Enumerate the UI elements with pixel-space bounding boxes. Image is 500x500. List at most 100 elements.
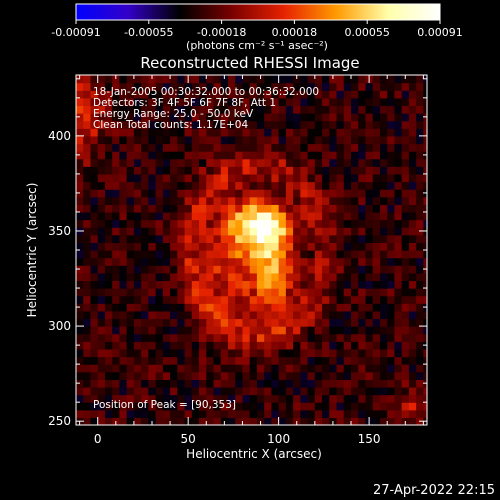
heatmap-cell <box>322 250 330 259</box>
heatmap-cell <box>379 189 388 198</box>
heatmap-cell <box>401 288 410 297</box>
heatmap-cell <box>401 105 410 114</box>
heatmap-cell <box>170 386 178 396</box>
heatmap-cell <box>97 386 106 396</box>
heatmap-cell <box>177 341 186 350</box>
heatmap-cell <box>322 219 330 228</box>
heatmap-cell <box>170 348 178 358</box>
heatmap-cell <box>314 265 323 274</box>
heatmap-cell <box>379 303 388 312</box>
heatmap-cell <box>394 371 403 380</box>
heatmap-cell <box>206 158 215 167</box>
heatmap-cell <box>256 158 265 167</box>
heatmap-cell <box>104 113 113 122</box>
heatmap-cell <box>372 211 381 221</box>
heatmap-cell <box>90 402 99 411</box>
heatmap-cell <box>387 348 396 358</box>
heatmap-cell <box>264 135 273 145</box>
heatmap-cell <box>177 234 186 243</box>
heatmap-cell <box>379 97 388 107</box>
heatmap-cell <box>148 151 157 160</box>
heatmap-cell <box>329 234 338 243</box>
heatmap-cell <box>162 326 171 335</box>
heatmap-cell <box>112 204 121 213</box>
heatmap-cell <box>416 394 424 403</box>
heatmap-cell <box>97 227 106 236</box>
heatmap-cell <box>256 303 265 312</box>
heatmap-cell <box>148 143 157 152</box>
heatmap-cell <box>416 310 424 320</box>
heatmap-cell <box>365 113 374 122</box>
heatmap-cell <box>394 409 403 418</box>
heatmap-cell <box>184 135 193 145</box>
heatmap-cell <box>206 250 215 259</box>
heatmap-cell <box>155 181 164 190</box>
heatmap-cell <box>97 120 106 129</box>
heatmap-cell <box>278 105 287 114</box>
heatmap-cell <box>141 250 149 259</box>
heatmap-cell <box>90 333 99 342</box>
heatmap-cell <box>155 371 164 380</box>
heatmap-cell <box>148 295 157 304</box>
heatmap-cell <box>141 326 149 335</box>
heatmap-cell <box>423 402 427 411</box>
heatmap-cell <box>329 196 338 205</box>
heatmap-cell <box>293 341 301 350</box>
heatmap-cell <box>256 143 265 152</box>
heatmap-cell <box>379 90 388 99</box>
heatmap-cell <box>235 97 244 107</box>
heatmap-cell <box>329 189 338 198</box>
heatmap-cell <box>119 211 128 221</box>
heatmap-cell <box>314 120 323 129</box>
heatmap-cell <box>314 288 323 297</box>
heatmap-cell <box>300 386 309 396</box>
heatmap-cell <box>184 326 193 335</box>
heatmap-cell <box>119 288 128 297</box>
heatmap-cell <box>170 158 178 167</box>
heatmap-cell <box>235 333 244 342</box>
heatmap-cell <box>235 151 244 160</box>
heatmap-cell <box>90 135 99 145</box>
heatmap-cell <box>249 173 258 183</box>
heatmap-cell <box>141 364 149 373</box>
heatmap-cell <box>372 135 381 145</box>
heatmap-cell <box>358 173 367 183</box>
heatmap-cell <box>242 303 251 312</box>
heatmap-cell <box>191 417 200 425</box>
heatmap-cell <box>126 288 135 297</box>
heatmap-cell <box>235 417 244 425</box>
heatmap-cell <box>235 310 244 320</box>
heatmap-cell <box>220 75 229 84</box>
heatmap-cell <box>104 341 113 350</box>
heatmap-cell <box>416 173 424 183</box>
heatmap-cell <box>314 250 323 259</box>
heatmap-cell <box>242 75 251 84</box>
heatmap-cell <box>162 341 171 350</box>
heatmap-cell <box>213 151 222 160</box>
heatmap-cell <box>119 204 128 213</box>
heatmap-cell <box>119 196 128 205</box>
heatmap-cell <box>177 120 186 129</box>
heatmap-cell <box>235 386 244 396</box>
heatmap-cell <box>141 402 149 411</box>
heatmap-cell <box>155 394 164 403</box>
heatmap-cell <box>372 394 381 403</box>
heatmap-cell <box>148 82 157 91</box>
heatmap-cell <box>307 326 316 335</box>
heatmap-cell <box>119 394 128 403</box>
heatmap-cell <box>104 265 113 274</box>
heatmap-cell <box>358 257 367 266</box>
heatmap-cell <box>97 326 106 335</box>
heatmap-cell <box>351 341 359 350</box>
heatmap-cell <box>191 326 200 335</box>
heatmap-cell <box>242 227 251 236</box>
heatmap-cell <box>423 204 427 213</box>
heatmap-cell <box>90 75 99 84</box>
heatmap-cell <box>235 242 244 251</box>
heatmap-cell <box>285 265 294 274</box>
heatmap-cell <box>162 379 171 388</box>
heatmap-cell <box>256 379 265 388</box>
heatmap-cell <box>264 120 273 129</box>
heatmap-cell <box>177 417 186 425</box>
heatmap-cell <box>307 219 316 228</box>
